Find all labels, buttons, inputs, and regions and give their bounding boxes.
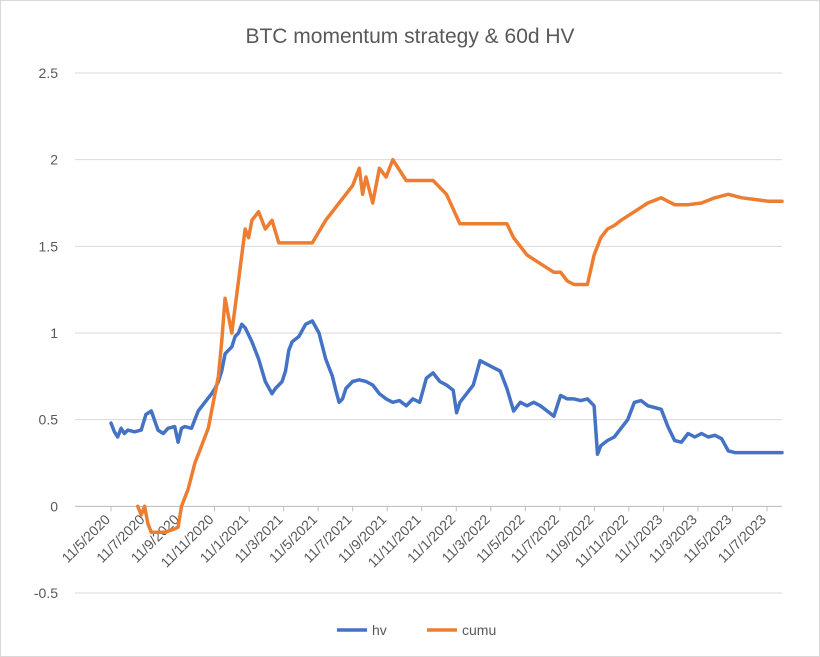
gridlines bbox=[75, 72, 782, 594]
legend-label-hv: hv bbox=[372, 622, 387, 638]
y-tick-label: 2 bbox=[50, 152, 58, 168]
series-line-cumu bbox=[136, 157, 784, 535]
series-lines bbox=[109, 157, 784, 535]
y-tick-label: -0.5 bbox=[34, 585, 58, 601]
chart-title: BTC momentum strategy & 60d HV bbox=[245, 25, 574, 48]
x-axis-ticks: 11/5/202011/7/202011/9/202011/11/202011/… bbox=[58, 506, 769, 571]
series-line-hv bbox=[109, 319, 784, 457]
legend-label-cumu: cumu bbox=[462, 622, 496, 638]
y-axis-ticks: 2.5 2 1.5 1 0.5 0 -0.5 bbox=[34, 65, 58, 601]
y-tick-label: 0.5 bbox=[39, 412, 59, 428]
y-tick-label: 1.5 bbox=[39, 238, 59, 254]
legend: hv cumu bbox=[337, 622, 496, 638]
y-tick-label: 0 bbox=[50, 498, 58, 514]
y-tick-label: 2.5 bbox=[39, 65, 59, 81]
y-tick-label: 1 bbox=[50, 325, 58, 341]
